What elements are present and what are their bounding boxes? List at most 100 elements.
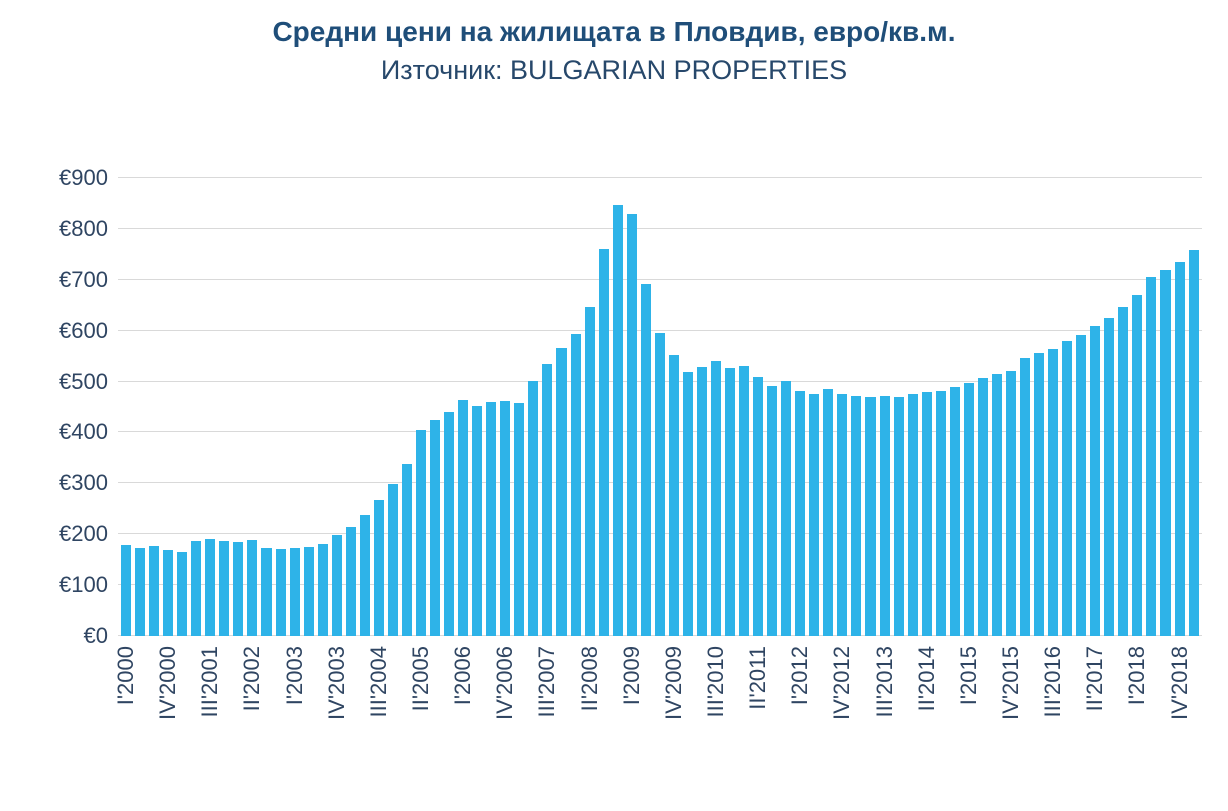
x-tick-label: II'2011 xyxy=(745,646,771,710)
bar: I'2000 xyxy=(113,178,138,705)
bar-series: I'2000 IV'2000 III'2001 II'2002 I'2003 IV'200… xyxy=(113,178,1202,720)
bar xyxy=(1062,178,1073,636)
x-tick-label-text: I'2015 xyxy=(955,646,981,706)
bar: II'2011 xyxy=(745,178,770,710)
y-tick-label: €200 xyxy=(59,521,108,547)
bar-fill xyxy=(1090,325,1101,636)
x-tick-label: I'2015 xyxy=(956,646,982,705)
bar-fill xyxy=(1005,370,1016,636)
bar: III'2013 xyxy=(872,178,897,717)
x-tick-label-text: III'2013 xyxy=(871,646,897,718)
gridline xyxy=(118,278,1202,280)
bar xyxy=(387,178,398,636)
bar xyxy=(135,178,146,636)
x-tick-label: I'2006 xyxy=(450,646,476,705)
bar xyxy=(1188,178,1199,636)
bar-fill xyxy=(991,374,1002,636)
x-tick-label-text: III'2004 xyxy=(365,646,391,718)
bar-fill xyxy=(303,546,314,636)
x-tick-label-text: I'2018 xyxy=(1124,646,1150,706)
x-tick-label: III'2013 xyxy=(872,646,898,717)
x-tick-label: I'2018 xyxy=(1124,646,1150,705)
bar: III'2004 xyxy=(366,178,391,717)
x-tick-label: II'2014 xyxy=(914,646,940,711)
bar xyxy=(991,178,1002,636)
x-tick-label-text: III'2016 xyxy=(1040,646,1066,718)
bar xyxy=(486,178,497,636)
x-tick-label: IV'2006 xyxy=(492,646,518,720)
bar-fill xyxy=(345,527,356,636)
bar xyxy=(823,178,834,636)
bar-fill xyxy=(1146,277,1157,636)
bar: III'2001 xyxy=(197,178,222,717)
bar-fill xyxy=(696,367,707,636)
bar-fill xyxy=(949,386,960,636)
bar-fill xyxy=(486,402,497,636)
bar-fill xyxy=(809,394,820,636)
y-tick-label: €700 xyxy=(59,266,108,292)
bar-fill xyxy=(528,381,539,636)
bar-fill xyxy=(556,348,567,636)
bar xyxy=(767,178,778,636)
bar-fill xyxy=(851,395,862,636)
x-tick-label-text: II'2011 xyxy=(745,646,771,710)
bar xyxy=(935,178,946,636)
x-tick-label-text: IV'2009 xyxy=(660,646,686,720)
bar-fill xyxy=(879,395,890,636)
y-tick-label: €500 xyxy=(59,368,108,394)
bar-fill xyxy=(317,544,328,636)
x-tick-label-text: IV'2012 xyxy=(829,646,855,720)
bar-fill xyxy=(1132,295,1143,636)
x-tick-label: II'2008 xyxy=(577,646,603,711)
bar xyxy=(1034,178,1045,636)
x-tick-label: IV'2000 xyxy=(155,646,181,720)
bar xyxy=(430,178,441,636)
bar-fill xyxy=(472,405,483,636)
x-tick-label: IV'2012 xyxy=(829,646,855,720)
bar-fill xyxy=(753,376,764,636)
chart-title: Средни цени на жилищата в Пловдив, евро/… xyxy=(272,16,956,47)
x-tick-label-text: IV'2018 xyxy=(1166,646,1192,720)
bar-fill xyxy=(373,499,384,636)
bar: II'2005 xyxy=(408,178,433,711)
bar-fill xyxy=(247,540,258,636)
x-tick-label: II'2017 xyxy=(1082,646,1108,711)
bar-fill xyxy=(401,463,412,636)
y-tick-label: €100 xyxy=(59,572,108,598)
bar xyxy=(598,178,609,636)
bar-fill xyxy=(1020,357,1031,636)
bar: I'2015 xyxy=(956,178,981,705)
bar: IV'2000 xyxy=(155,178,180,720)
x-tick-label-text: II'2005 xyxy=(408,646,433,712)
x-tick-label-text: II'2002 xyxy=(239,646,265,712)
x-tick-label: I'2012 xyxy=(787,646,813,705)
bar xyxy=(444,178,455,636)
bar-fill xyxy=(682,371,693,636)
bar-fill xyxy=(121,545,132,636)
bar xyxy=(640,178,651,636)
bar-fill xyxy=(458,399,469,636)
x-tick-label: III'2016 xyxy=(1040,646,1066,717)
bar-fill xyxy=(977,378,988,636)
bar: I'2006 xyxy=(450,178,475,705)
bar-fill xyxy=(135,547,146,636)
bar: II'2008 xyxy=(577,178,602,711)
bar xyxy=(345,178,356,636)
bar xyxy=(359,178,370,636)
bar xyxy=(514,178,525,636)
bar: III'2007 xyxy=(534,178,559,717)
x-tick-label-text: II'2008 xyxy=(576,646,602,712)
bar xyxy=(191,178,202,636)
bar-fill xyxy=(1118,306,1129,636)
bar: IV'2018 xyxy=(1167,178,1192,720)
bar-fill xyxy=(640,284,651,636)
bar-fill xyxy=(921,392,932,636)
bar-fill xyxy=(177,551,188,636)
bar-fill xyxy=(289,548,300,636)
bar xyxy=(739,178,750,636)
bar xyxy=(570,178,581,636)
bar-fill xyxy=(584,307,595,636)
bar xyxy=(1020,178,1031,636)
x-tick-label-text: IV'2006 xyxy=(492,646,518,720)
bar xyxy=(472,178,483,636)
